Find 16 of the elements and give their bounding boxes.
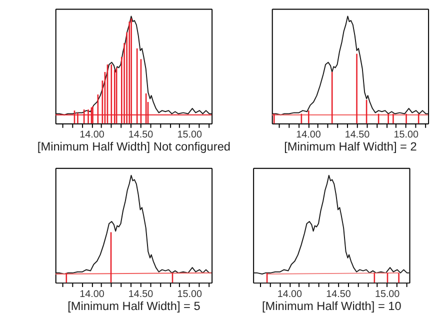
x-axis-title: [Minimum Half Width] = 2 xyxy=(284,140,417,154)
x-axis-title: [Minimum Half Width] = 5 xyxy=(68,298,201,313)
x-tick-label: 14.50 xyxy=(326,288,352,300)
x-tick-label: 14.50 xyxy=(344,130,370,141)
x-tick-label: 14.00 xyxy=(296,130,322,141)
x-tick-label: 15.00 xyxy=(177,130,202,141)
x-tick-label: 14.50 xyxy=(128,130,154,141)
x-axis-title: [Minimum Half Width] Not configured xyxy=(37,140,231,154)
x-tick-label: 15.00 xyxy=(374,288,400,300)
x-tick-label: 15.00 xyxy=(394,130,419,141)
x-tick-label: 14.00 xyxy=(277,288,303,300)
x-axis-title: [Minimum Half Width] = 10 xyxy=(262,298,402,313)
x-tick-label: 14.50 xyxy=(128,288,154,300)
x-tick-label: 14.00 xyxy=(80,288,105,300)
x-tick-label: 15.00 xyxy=(177,288,202,300)
x-tick-label: 14.00 xyxy=(80,130,105,141)
